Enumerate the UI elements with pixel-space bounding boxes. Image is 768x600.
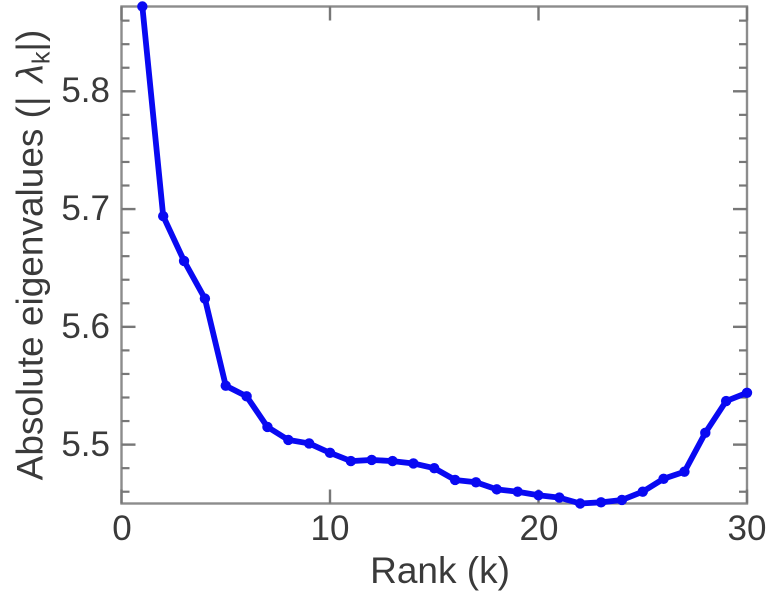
x-axis-label: Rank (k) — [370, 550, 510, 591]
y-tick-label: 5.7 — [61, 189, 110, 228]
y-axis-label-suffix: |) — [9, 29, 51, 52]
y-tick-label: 5.6 — [61, 307, 110, 346]
x-tick-label: 10 — [310, 509, 350, 548]
y-tick-label: 5.5 — [61, 425, 110, 464]
x-tick-label: 30 — [727, 509, 767, 548]
y-tick-label: 5.8 — [61, 71, 110, 110]
lambda-subscript: k — [27, 51, 56, 65]
lambda-symbol: λ — [9, 64, 51, 83]
y-axis-label: Absolute eigenvalues (| λk|) — [9, 29, 61, 481]
x-tick-label: 20 — [519, 509, 559, 548]
x-tick-label: 0 — [112, 509, 132, 548]
y-axis-label-prefix: Absolute eigenvalues (| — [9, 96, 51, 481]
